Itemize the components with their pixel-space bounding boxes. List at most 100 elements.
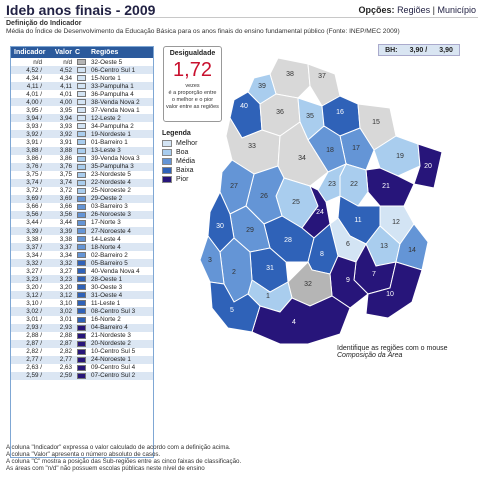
- table-row[interactable]: 2,59 / 2,59 07-Centro Sul 2: [11, 371, 153, 380]
- map-hint: Identifique as regiões com o mouse Compo…: [337, 345, 448, 359]
- map-region-label: 20: [424, 163, 432, 170]
- row-valor: 3,94: [59, 114, 72, 122]
- table-row[interactable]: 4,00 / 4,00 38-Venda Nova 2: [11, 98, 153, 107]
- col-c[interactable]: C: [75, 49, 81, 56]
- table-row[interactable]: 3,02 / 3,02 08-Centro Sul 3: [11, 307, 153, 316]
- map-region-label: 11: [354, 217, 361, 224]
- row-regiao: 10-Centro Sul 5: [91, 348, 136, 356]
- table-row[interactable]: 3,32 / 3,32 05-Barreiro 5: [11, 259, 153, 268]
- table-row[interactable]: 2,77 / 2,77 24-Noroeste 1: [11, 355, 153, 364]
- table-row[interactable]: 3,76 / 3,76 35-Pampulha 3: [11, 162, 153, 171]
- table-row[interactable]: 4,01 / 4,01 36-Pampulha 4: [11, 90, 153, 98]
- table-row[interactable]: 3,75 / 3,75 23-Nordeste 5: [11, 171, 153, 179]
- table-row[interactable]: 3,88 / 3,88 13-Leste 3: [11, 146, 153, 155]
- table-row[interactable]: 3,93 / 3,93 34-Pampulha 2: [11, 122, 153, 130]
- table-row[interactable]: 3,12 / 3,12 31-Oeste 4: [11, 291, 153, 300]
- row-indicador: 2,93 /: [26, 324, 42, 332]
- table-row[interactable]: 3,27 / 3,27 40-Venda Nova 4: [11, 267, 153, 275]
- row-valor: 4,34: [59, 74, 72, 82]
- desigualdade-desc-1: é a proporção entre: [168, 90, 217, 96]
- table-row[interactable]: 4,11 / 4,11 33-Pampulha 1: [11, 82, 153, 91]
- row-regiao: 21-Nordeste 3: [91, 332, 131, 340]
- row-class-swatch: [75, 163, 88, 170]
- table-row[interactable]: 3,74 / 3,74 22-Nordeste 4: [11, 178, 153, 187]
- table-row[interactable]: 3,91 / 3,91 01-Barreiro 1: [11, 138, 153, 146]
- table-row[interactable]: 2,88 / 2,88 21-Nordeste 3: [11, 332, 153, 340]
- row-indicador: 3,10 /: [26, 299, 42, 307]
- option-municipio-link[interactable]: Município: [437, 5, 476, 15]
- row-class-swatch: [75, 139, 88, 146]
- desigualdade-box: Desigualdade 1,72 vezes é a proporção en…: [163, 46, 222, 122]
- row-regiao: 32-Oeste 5: [91, 58, 123, 66]
- row-valor: 3,91: [59, 138, 72, 146]
- map-region-label: 40: [240, 103, 248, 110]
- row-valor: 3,95: [59, 106, 72, 114]
- row-class-swatch: [75, 115, 88, 122]
- table-row[interactable]: 3,66 / 3,66 03-Barreiro 3: [11, 203, 153, 211]
- row-indicador: 3,44 /: [26, 219, 42, 227]
- table-row[interactable]: 3,23 / 3,23 28-Oeste 1: [11, 275, 153, 284]
- legend-label: Boa: [176, 149, 189, 156]
- table-row[interactable]: 3,10 / 3,10 11-Leste 1: [11, 299, 153, 307]
- row-class-swatch: [75, 252, 88, 259]
- row-valor: 3,75: [59, 171, 72, 179]
- map-region-10[interactable]: [365, 261, 423, 319]
- hint-line-2[interactable]: Composição da Área: [337, 352, 403, 359]
- table-row[interactable]: 3,38 / 3,38 14-Leste 4: [11, 235, 153, 243]
- row-regiao: 02-Barreiro 2: [91, 251, 128, 259]
- table-row[interactable]: 3,69 / 3,69 29-Oeste 2: [11, 194, 153, 203]
- map-region-label: 24: [316, 209, 324, 216]
- table-row[interactable]: 3,95 / 3,95 37-Venda Nova 1: [11, 106, 153, 114]
- table-row[interactable]: 4,34 / 4,34 15-Norte 1: [11, 74, 153, 82]
- table-row[interactable]: 3,56 / 3,56 26-Noroeste 3: [11, 210, 153, 219]
- table-row[interactable]: 3,94 / 3,94 12-Leste 2: [11, 114, 153, 123]
- table-row[interactable]: 3,92 / 3,92 19-Nordeste 1: [11, 130, 153, 139]
- table-row[interactable]: 3,34 / 3,34 02-Barreiro 2: [11, 251, 153, 259]
- map-region-label: 27: [230, 183, 238, 190]
- row-regiao: 13-Leste 3: [91, 147, 121, 155]
- col-regioes[interactable]: Regiões: [91, 49, 119, 56]
- table-row[interactable]: 2,93 / 2,93 04-Barreiro 4: [11, 323, 153, 332]
- row-indicador: 3,76 /: [26, 163, 42, 171]
- page-header: Ideb anos finais - 2009 Opções: Regiões …: [4, 2, 478, 18]
- table-row[interactable]: 4,52 / 4,52 06-Centro Sul 1: [11, 66, 153, 75]
- map-region-label: 2: [232, 269, 236, 276]
- option-regioes-link[interactable]: Regiões: [397, 5, 431, 15]
- row-regiao: 29-Oeste 2: [91, 195, 123, 203]
- map-region-21[interactable]: [365, 167, 415, 207]
- table-row[interactable]: n/d n/d 32-Oeste 5: [11, 58, 153, 66]
- row-regiao: 24-Noroeste 1: [91, 356, 131, 364]
- row-valor: 3,86: [59, 155, 72, 163]
- row-class-swatch: [75, 260, 88, 267]
- row-indicador: 3,20 /: [26, 283, 42, 291]
- row-valor: 3,93: [59, 122, 72, 130]
- map-region-5[interactable]: [209, 281, 261, 333]
- row-valor: 3,76: [59, 163, 72, 171]
- row-indicador: 3,32 /: [26, 259, 42, 267]
- table-row[interactable]: 3,39 / 3,39 27-Noroeste 4: [11, 226, 153, 236]
- table-row[interactable]: 3,72 / 3,72 25-Noroeste 2: [11, 187, 153, 195]
- map-region-20[interactable]: [413, 143, 443, 189]
- indicator-definition: Definição do Indicador Média do Índice d…: [6, 20, 446, 35]
- legend-item: Baixa: [162, 166, 197, 175]
- map-region-label: 16: [336, 109, 344, 116]
- row-class-swatch: [75, 211, 88, 218]
- table-row[interactable]: 2,63 / 2,63 09-Centro Sul 4: [11, 364, 153, 372]
- table-row[interactable]: 2,82 / 2,82 10-Centro Sul 5: [11, 348, 153, 356]
- table-row[interactable]: 3,20 / 3,20 30-Oeste 3: [11, 283, 153, 291]
- row-class-swatch: [75, 75, 88, 82]
- table-row[interactable]: 3,86 / 3,86 39-Venda Nova 3: [11, 155, 153, 163]
- map-region-14[interactable]: [395, 223, 429, 271]
- row-valor: 4,52: [59, 66, 72, 74]
- map-region-4[interactable]: [251, 295, 351, 345]
- table-row[interactable]: 2,87 / 2,87 20-Nordeste 2: [11, 339, 153, 348]
- table-row[interactable]: 3,01 / 3,01 16-Norte 2: [11, 316, 153, 324]
- col-indicador[interactable]: Indicador: [14, 49, 46, 56]
- col-valor[interactable]: Valor: [54, 49, 72, 56]
- map-region-38[interactable]: [269, 57, 311, 99]
- table-row[interactable]: 3,37 / 3,37 18-Norte 4: [11, 243, 153, 252]
- row-valor: n/d: [63, 58, 72, 66]
- row-class-swatch: [75, 123, 88, 130]
- row-indicador: 3,34 /: [26, 251, 42, 259]
- table-row[interactable]: 3,44 / 3,44 17-Norte 3: [11, 219, 153, 227]
